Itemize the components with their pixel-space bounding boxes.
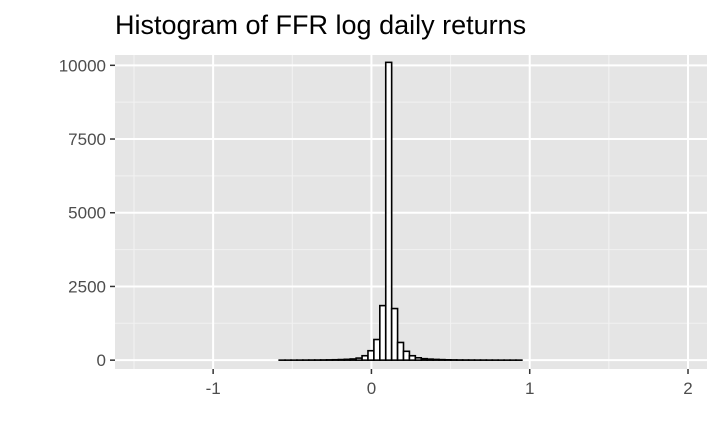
histogram-bar (402, 350, 411, 361)
histogram-bar (355, 357, 363, 361)
histogram-bar (420, 357, 428, 361)
histogram-bar (432, 358, 440, 361)
y-axis: 0 2500 5000 7500 10000 (59, 56, 115, 370)
x-tick-label: 0 (367, 379, 376, 398)
y-tick-label: 0 (97, 351, 106, 370)
chart-title: Histogram of FFR log daily returns (115, 10, 526, 40)
histogram-bar (390, 307, 399, 361)
histogram-bar (367, 349, 375, 361)
histogram-bar (361, 354, 369, 361)
histogram-bar (426, 358, 434, 361)
histogram-bars (278, 61, 523, 361)
histogram-bar (373, 338, 381, 361)
x-axis: -1 0 1 2 (206, 369, 693, 398)
grid-major (115, 55, 707, 369)
histogram-bar (396, 341, 405, 361)
y-tick-label: 10000 (59, 56, 106, 75)
histogram-bar (343, 358, 352, 361)
y-tick-label: 7500 (68, 130, 106, 149)
histogram-bar (408, 354, 417, 361)
y-tick-label: 2500 (68, 277, 106, 296)
histogram-bar (438, 358, 446, 361)
histogram-bar (414, 356, 423, 361)
x-tick-label: 2 (683, 379, 692, 398)
histogram-bar (379, 304, 387, 361)
histogram-bar (337, 358, 346, 361)
histogram-bar (349, 358, 357, 361)
y-tick-label: 5000 (68, 204, 106, 223)
x-tick-label: 1 (525, 379, 534, 398)
x-tick-label: -1 (206, 379, 221, 398)
histogram-bar (384, 61, 393, 361)
